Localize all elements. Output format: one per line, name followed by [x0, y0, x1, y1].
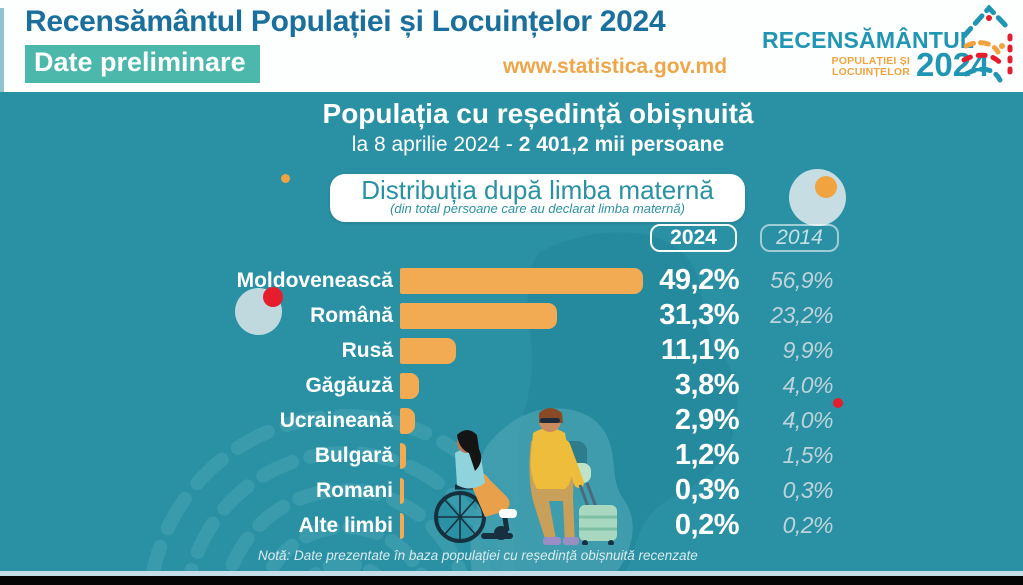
table-row: Alte limbi 0,2% 0,2% — [0, 508, 833, 543]
value-2024: 2,9% — [674, 404, 740, 436]
table-row: Bulgară 1,2% 1,5% — [0, 438, 834, 473]
value-2024: 11,1% — [660, 334, 740, 366]
table-row: Română 31,3% 23,2% — [0, 298, 833, 333]
row-label: Romani — [315, 478, 393, 502]
left-edge-decoration — [0, 8, 4, 92]
chart-title-box: Distribuția după limba maternă (din tota… — [330, 174, 745, 222]
census-logo: RECENSĂMÂNTUL POPULAȚIEI ȘI LOCUINȚELOR … — [760, 0, 1020, 92]
orange-dot-in-circle — [815, 176, 837, 198]
value-2024: 0,3% — [674, 474, 740, 506]
bar-2024 — [400, 337, 456, 364]
row-label: Rusă — [341, 338, 393, 362]
bar-cell — [393, 267, 643, 294]
bar-2024 — [400, 442, 406, 469]
value-2014: 9,9% — [782, 337, 834, 363]
row-label: Alte limbi — [298, 513, 393, 537]
table-row: Romani 0,3% 0,3% — [0, 473, 834, 508]
bar-2024 — [400, 477, 404, 504]
bottom-light-strip — [0, 571, 1023, 576]
bar-chart: Moldovenească 49,2% 56,9% Română 31,3% 23,2% R… — [0, 263, 834, 543]
table-row: Rusă 11,1% 9,9% — [0, 333, 834, 368]
value-2014: 4,0% — [782, 407, 834, 433]
value-2024: 0,2% — [674, 509, 740, 541]
main-subtitle: la 8 aprilie 2024 - 2 401,2 mii persoane — [55, 133, 1021, 157]
bar-cell — [393, 477, 643, 504]
chart-panel: Populația cu reședință obișnuită la 8 ap… — [0, 92, 1023, 573]
footnote: Notă: Date prezentate în baza populației… — [258, 548, 698, 563]
bar-2024 — [400, 302, 557, 329]
bar-cell — [393, 302, 643, 329]
bar-cell — [393, 337, 643, 364]
census-logo-house-icon — [961, 4, 1013, 83]
bar-cell — [393, 407, 643, 434]
red-dot-in-circle — [263, 287, 283, 307]
bar-2024 — [400, 512, 404, 539]
header: Recensământul Populației și Locuințelor … — [0, 0, 1023, 92]
value-2014: 4,0% — [782, 372, 834, 398]
row-label: Bulgară — [314, 443, 393, 467]
row-label: Ucraineană — [279, 408, 393, 432]
table-row: Găgăuză 3,8% 4,0% — [0, 368, 833, 403]
value-2014: 0,2% — [782, 512, 834, 538]
chart-subtitle: (din total persoane care au declarat lim… — [390, 201, 685, 216]
census-logo-subtitle-line2: LOCUINȚELOR — [831, 66, 910, 78]
subtitle-date: la 8 aprilie 2024 - — [351, 133, 519, 156]
row-label: Găgăuză — [305, 373, 393, 397]
bar-2024 — [400, 407, 415, 434]
value-2014: 1,5% — [782, 442, 834, 468]
census-logo-subtitle-line1: POPULAȚIEI ȘI — [831, 55, 910, 67]
page-title: Recensământul Populației și Locuințelor … — [25, 5, 666, 38]
row-label: Moldovenească — [236, 268, 393, 292]
bar-cell — [393, 372, 643, 399]
main-title: Populația cu reședință obișnuită — [322, 98, 754, 129]
pale-circle-orange-decoration — [789, 169, 846, 226]
value-2024: 31,3% — [659, 299, 739, 331]
value-2024: 3,8% — [674, 369, 740, 401]
value-2024: 49,2% — [659, 264, 739, 296]
value-2024: 1,2% — [674, 439, 740, 471]
bar-2024 — [400, 372, 419, 399]
table-row: Moldovenească 49,2% 56,9% — [0, 263, 834, 298]
column-header-2014: 2014 — [760, 224, 839, 252]
bar-cell — [393, 442, 643, 469]
subtitle-population-count: 2 401,2 mii persoane — [518, 133, 725, 156]
red-dot-right-decoration — [833, 398, 843, 408]
bar-cell — [393, 512, 643, 539]
website-link[interactable]: www.statistica.gov.md — [502, 55, 728, 78]
census-logo-title: RECENSĂMÂNTUL — [762, 27, 975, 53]
orange-dot-decoration — [281, 174, 290, 183]
bottom-black-strip — [0, 576, 1023, 585]
table-row: Ucraineană 2,9% 4,0% — [0, 403, 834, 438]
bar-2024 — [400, 267, 643, 294]
preliminary-data-badge: Date preliminare — [25, 45, 260, 83]
census-logo-subtitle: POPULAȚIEI ȘI LOCUINȚELOR — [816, 56, 910, 78]
value-2014: 56,9% — [770, 267, 833, 293]
column-header-2024: 2024 — [650, 224, 737, 252]
value-2014: 0,3% — [782, 477, 834, 503]
row-label: Română — [310, 303, 393, 327]
chart-title: Distribuția după limba maternă — [361, 175, 714, 205]
census-logo-year: 2024 — [916, 46, 990, 83]
value-2014: 23,2% — [770, 302, 833, 328]
